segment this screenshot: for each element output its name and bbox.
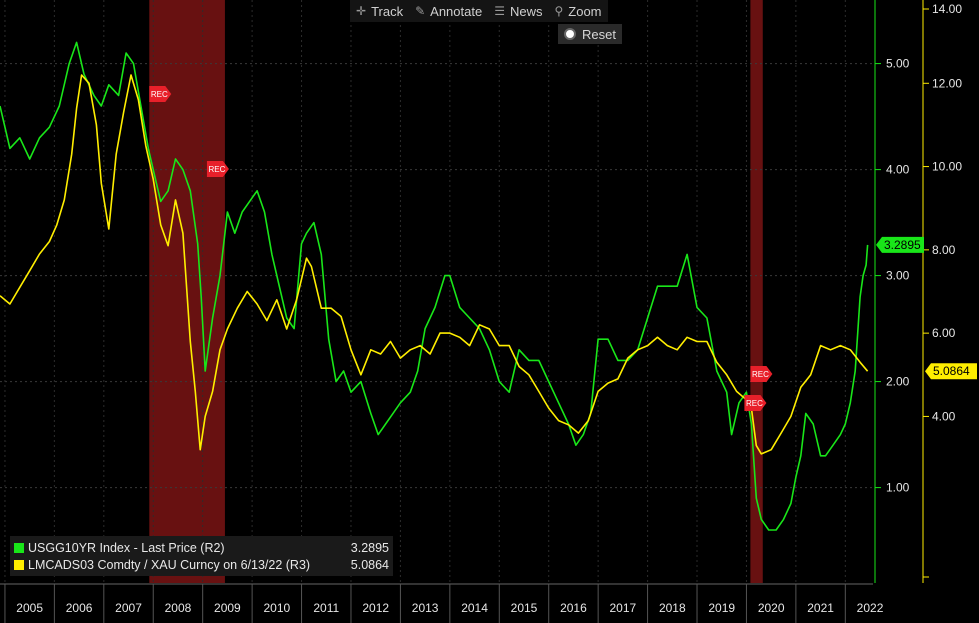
legend-item-yellow[interactable]: LMCADS03 Comdty / XAU Curncy on 6/13/22 … [14, 556, 389, 573]
recession-marker-4: REC [744, 395, 767, 411]
x-tick-label: 2020 [758, 601, 785, 615]
news-button[interactable]: ☰ News [488, 0, 548, 22]
x-tick-label: 2010 [263, 601, 290, 615]
rec-tag-shape-icon [750, 366, 773, 382]
r3-tick-label: 4.00 [932, 409, 956, 423]
zoom-button[interactable]: ⚲ Zoom [548, 0, 607, 22]
rec-tag-label: REC [151, 90, 168, 99]
x-tick-label: 2011 [313, 601, 339, 615]
green-swatch-icon [14, 542, 24, 553]
magnifier-icon: ⚲ [554, 4, 564, 18]
legend-item-green[interactable]: USGG10YR Index - Last Price (R2) 3.2895 [14, 539, 389, 556]
r3-tick-label: 12.00 [932, 76, 962, 90]
reset-icon [564, 28, 576, 40]
zoom-label: Zoom [568, 3, 602, 19]
r2-tick-label: 1.00 [886, 481, 910, 495]
recession-markers: REC REC REC REC [149, 86, 773, 411]
x-tick-label: 2015 [511, 601, 538, 615]
series-lines [0, 41, 869, 531]
flag-shape-icon [925, 363, 977, 380]
recession-bands [149, 0, 763, 583]
last-value-label: 5.0864 [933, 364, 970, 378]
r3-tick-label: 10.00 [932, 160, 962, 174]
x-tick-label: 2014 [461, 601, 488, 615]
track-label: Track [371, 3, 404, 19]
x-tick-label: 2016 [560, 601, 587, 615]
flag-shape-icon [876, 236, 924, 253]
x-tick-label: 2006 [66, 601, 93, 615]
r2-tick-label: 2.00 [886, 375, 910, 389]
yellow-swatch-icon [14, 559, 24, 570]
x-tick-label: 2018 [659, 601, 686, 615]
x-tick-label: 2021 [807, 601, 834, 615]
x-tick-label: 2012 [362, 601, 389, 615]
x-tick-label: 2008 [165, 601, 192, 615]
legend-green-value: 3.2895 [350, 540, 389, 555]
gridlines [0, 0, 873, 583]
rec-tag-shape-icon [744, 395, 767, 411]
r2-tick-label: 4.00 [886, 163, 910, 177]
series-line-copper-gold [0, 74, 869, 455]
track-button[interactable]: ✛ Track [350, 0, 409, 22]
rec-tag-label: REC [746, 399, 763, 408]
x-tick-label: 2019 [708, 601, 735, 615]
rec-tag-shape-icon [206, 161, 229, 177]
x-tick-label: 2017 [610, 601, 637, 615]
r3-tick-label: 14.00 [932, 2, 962, 16]
legend-green-name: USGG10YR Index - Last Price (R2) [28, 540, 225, 555]
x-tick-label: 2022 [857, 601, 884, 615]
annotate-button[interactable]: ✎ Annotate [409, 0, 488, 22]
recession-band-2 [750, 0, 763, 583]
last-value-label: 3.2895 [884, 238, 921, 252]
recession-marker-1: REC [149, 86, 172, 102]
recession-marker-3: REC [750, 366, 773, 382]
news-icon: ☰ [494, 4, 505, 18]
rec-tag-label: REC [752, 370, 769, 379]
news-label: News [509, 3, 543, 19]
r3-tick-label: 6.00 [932, 326, 956, 340]
series-line-usgg10yr [0, 41, 869, 531]
annotate-label: Annotate [430, 3, 483, 19]
legend-yellow-name: LMCADS03 Comdty / XAU Curncy on 6/13/22 … [28, 557, 311, 572]
legend-yellow-value: 5.0864 [350, 557, 389, 572]
recession-marker-2: REC [206, 161, 229, 177]
chart-toolbar: ✛ Track ✎ Annotate ☰ News ⚲ Zoom [350, 0, 608, 22]
x-tick-label: 2005 [16, 601, 43, 615]
rec-tag-shape-icon [149, 86, 172, 102]
reset-button[interactable]: Reset [558, 24, 622, 44]
x-tick-label: 2007 [115, 601, 142, 615]
x-tick-label: 2009 [214, 601, 241, 615]
r3-tick-label: 8.00 [932, 243, 956, 257]
x-tick-label: 2013 [412, 601, 439, 615]
r2-tick-label: 3.00 [886, 269, 910, 283]
crosshair-icon: ✛ [356, 4, 367, 18]
last-value-flag-usgg10yr: 3.2895 [876, 236, 924, 253]
pencil-icon: ✎ [415, 4, 426, 18]
reset-label: Reset [582, 26, 616, 42]
rec-tag-label: REC [208, 165, 225, 174]
last-value-flag-copper-gold: 5.0864 [925, 363, 977, 380]
r2-tick-label: 5.00 [886, 57, 910, 71]
chart-legend: USGG10YR Index - Last Price (R2) 3.2895 … [10, 536, 393, 576]
